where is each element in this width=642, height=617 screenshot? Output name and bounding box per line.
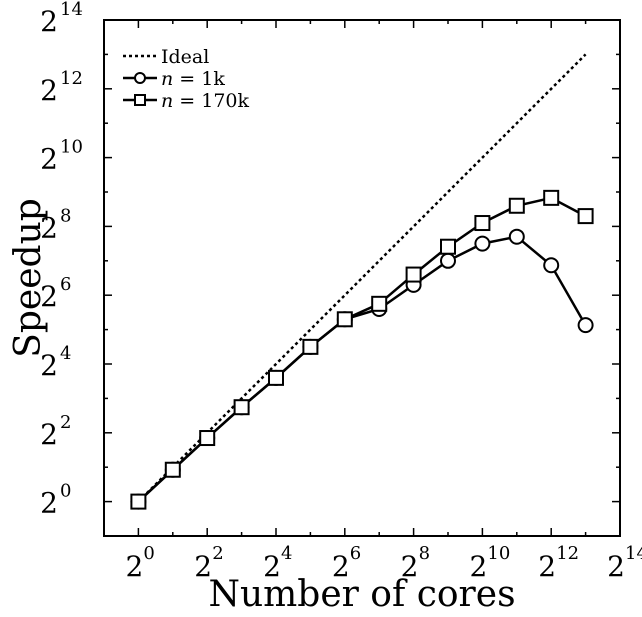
data-point-n-1k [577,317,594,334]
y-tick-exponent: 8 [60,205,71,226]
data-point-n-170k [302,338,319,355]
data-point-n-170k [199,430,216,447]
y-tick-base: 2 [40,211,58,244]
series-n-170k [130,189,594,510]
data-point-n-170k [336,311,353,328]
x-tick-exponent: 4 [281,543,292,564]
legend-marker [134,94,146,106]
legend-label: n = 170k [161,90,250,112]
series-layer [130,53,594,510]
y-tick-base: 2 [40,418,58,451]
x-tick-exponent: 12 [556,543,579,564]
data-point-n-1k [474,235,491,252]
legend-marker [134,72,146,84]
y-tick-exponent: 10 [60,137,83,158]
x-tick-base: 2 [125,550,143,583]
y-axis-label: Speedup [8,198,49,358]
data-point-n-170k [405,266,422,283]
y-tick-base: 2 [40,74,58,107]
data-point-n-170k [130,493,147,510]
legend-item-n-170k: n = 170k [123,90,250,112]
y-tick-exponent: 2 [60,412,71,433]
y-tick-base: 2 [40,5,58,38]
x-tick-base: 2 [194,550,212,583]
x-tick-base: 2 [607,550,625,583]
y-tick-base: 2 [40,349,58,382]
x-tick-exponent: 10 [487,543,510,564]
x-tick-label: 2 12 [538,543,579,583]
x-tick-base: 2 [401,550,419,583]
x-tick-exponent: 2 [212,543,223,564]
series-n-1k [130,228,594,510]
data-point-n-170k [508,197,525,214]
x-tick-label: 214 [607,543,642,583]
x-tick-exponent: 8 [419,543,430,564]
x-tick-base: 2 [263,550,281,583]
y-tick-label: 2 12 [40,68,83,107]
y-tick-base: 2 [40,487,58,520]
x-tick-base: 2 [538,550,556,583]
x-tick-exponent: 14 [625,543,642,564]
y-tick-label: 2 10 [40,137,83,176]
data-point-n-170k [474,215,491,232]
plot-frame [103,19,621,537]
data-point-n-1k [508,228,525,245]
y-tick-exponent: 12 [60,68,83,89]
data-point-n-1k [440,252,456,269]
data-point-n-170k [440,238,456,255]
x-tick-base: 2 [332,550,350,583]
x-tick-exponent: 0 [143,543,154,564]
data-point-n-170k [371,295,388,312]
x-tick-exponent: 6 [350,543,361,564]
data-point-n-1k [543,257,560,274]
ticks-layer: 20222426282102122142022242628210212214 [40,0,642,583]
data-point-n-170k [233,399,250,416]
series-line-n-1k [137,235,587,503]
x-tick-base: 2 [469,550,487,583]
y-tick-exponent: 4 [60,343,71,364]
legend-label: n = 1k [161,68,225,90]
data-point-n-170k [577,208,594,225]
y-tick-label: 2 14 [40,0,83,38]
y-tick-exponent: 6 [60,274,71,295]
y-tick-exponent: 14 [60,0,83,20]
y-tick-exponent: 0 [60,481,71,502]
data-point-n-170k [543,189,560,206]
data-point-n-170k [164,461,181,478]
x-axis-label: Number of cores [208,574,515,615]
data-point-n-170k [268,369,284,386]
legend-item-ideal: Ideal [123,46,209,68]
legend-label: Ideal [161,46,209,68]
y-tick-base: 2 [40,143,58,176]
y-tick-base: 2 [40,280,58,313]
legend-item-n-1k: n = 1k [123,68,225,90]
x-tick-label: 2 10 [469,543,510,583]
